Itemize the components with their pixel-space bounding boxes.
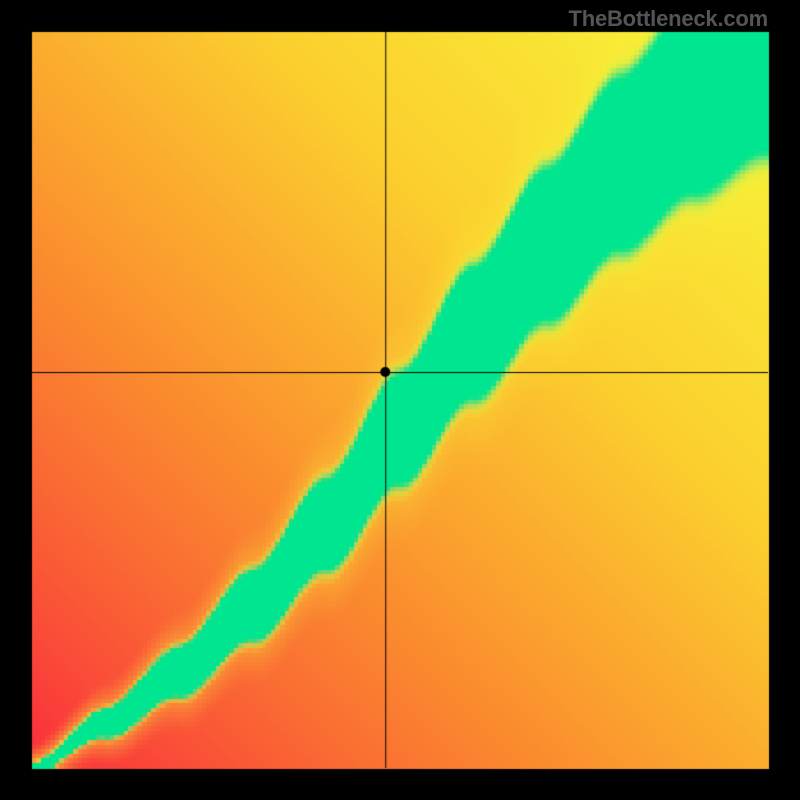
chart-container: TheBottleneck.com [0,0,800,800]
heatmap-canvas [0,0,800,800]
watermark-text: TheBottleneck.com [568,6,768,32]
